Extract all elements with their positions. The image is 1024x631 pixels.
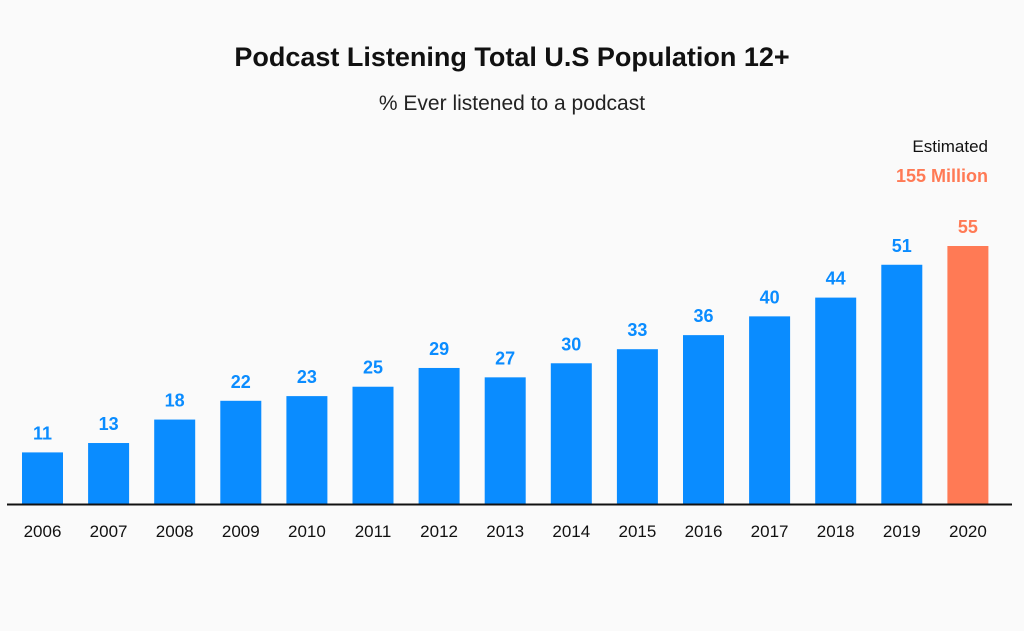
chart-subtitle: % Ever listened to a podcast (378, 92, 646, 115)
x-tick-label-2006: 2006 (24, 522, 62, 541)
x-tick-label-2016: 2016 (685, 522, 723, 541)
bar-2007 (88, 443, 130, 504)
data-label-2020: 55 (958, 217, 978, 237)
bar-2012 (418, 367, 460, 504)
x-tick-label-2012: 2012 (420, 522, 458, 541)
data-label-2008: 18 (165, 391, 185, 411)
annotation-label: Estimated (912, 137, 988, 156)
data-label-2010: 23 (297, 367, 317, 387)
bar-2017 (749, 316, 791, 504)
bar-2014 (550, 363, 592, 504)
bar-2011 (352, 386, 394, 504)
annotation-value: 155 Million (895, 166, 988, 186)
data-label-2017: 40 (760, 287, 780, 307)
bar-2009 (220, 400, 262, 504)
data-label-2009: 22 (231, 372, 251, 392)
x-tick-label-2009: 2009 (222, 522, 260, 541)
bar-2013 (484, 377, 526, 504)
bar-2010 (286, 396, 328, 504)
x-tick-label-2019: 2019 (883, 522, 921, 541)
data-label-2015: 33 (627, 320, 647, 340)
data-label-2018: 44 (826, 269, 846, 289)
data-label-2011: 25 (363, 358, 383, 378)
data-label-2006: 11 (33, 423, 52, 443)
x-tick-label-2015: 2015 (618, 522, 656, 541)
bar-2019 (881, 264, 923, 504)
data-label-2014: 30 (561, 334, 581, 354)
x-tick-label-2008: 2008 (156, 522, 194, 541)
bar-2020 (947, 246, 989, 504)
bar-2008 (154, 419, 196, 504)
x-tick-label-2020: 2020 (949, 522, 987, 541)
bar-2016 (683, 335, 724, 504)
chart-title: Podcast Listening Total U.S Population 1… (234, 42, 790, 72)
bar-2015 (616, 349, 658, 504)
x-tick-label-2010: 2010 (288, 522, 326, 541)
x-tick-label-2007: 2007 (90, 522, 128, 541)
data-label-2007: 13 (99, 414, 119, 434)
data-label-2012: 29 (429, 339, 449, 359)
x-tick-label-2017: 2017 (751, 522, 789, 541)
bar-2006 (22, 452, 63, 504)
x-tick-label-2018: 2018 (817, 522, 855, 541)
x-tick-label-2011: 2011 (355, 522, 392, 541)
x-tick-label-2014: 2014 (552, 522, 590, 541)
data-label-2016: 36 (693, 306, 713, 326)
bar-2018 (815, 297, 857, 504)
x-tick-label-2013: 2013 (486, 522, 524, 541)
data-label-2019: 51 (892, 236, 912, 256)
data-label-2013: 27 (495, 348, 515, 368)
